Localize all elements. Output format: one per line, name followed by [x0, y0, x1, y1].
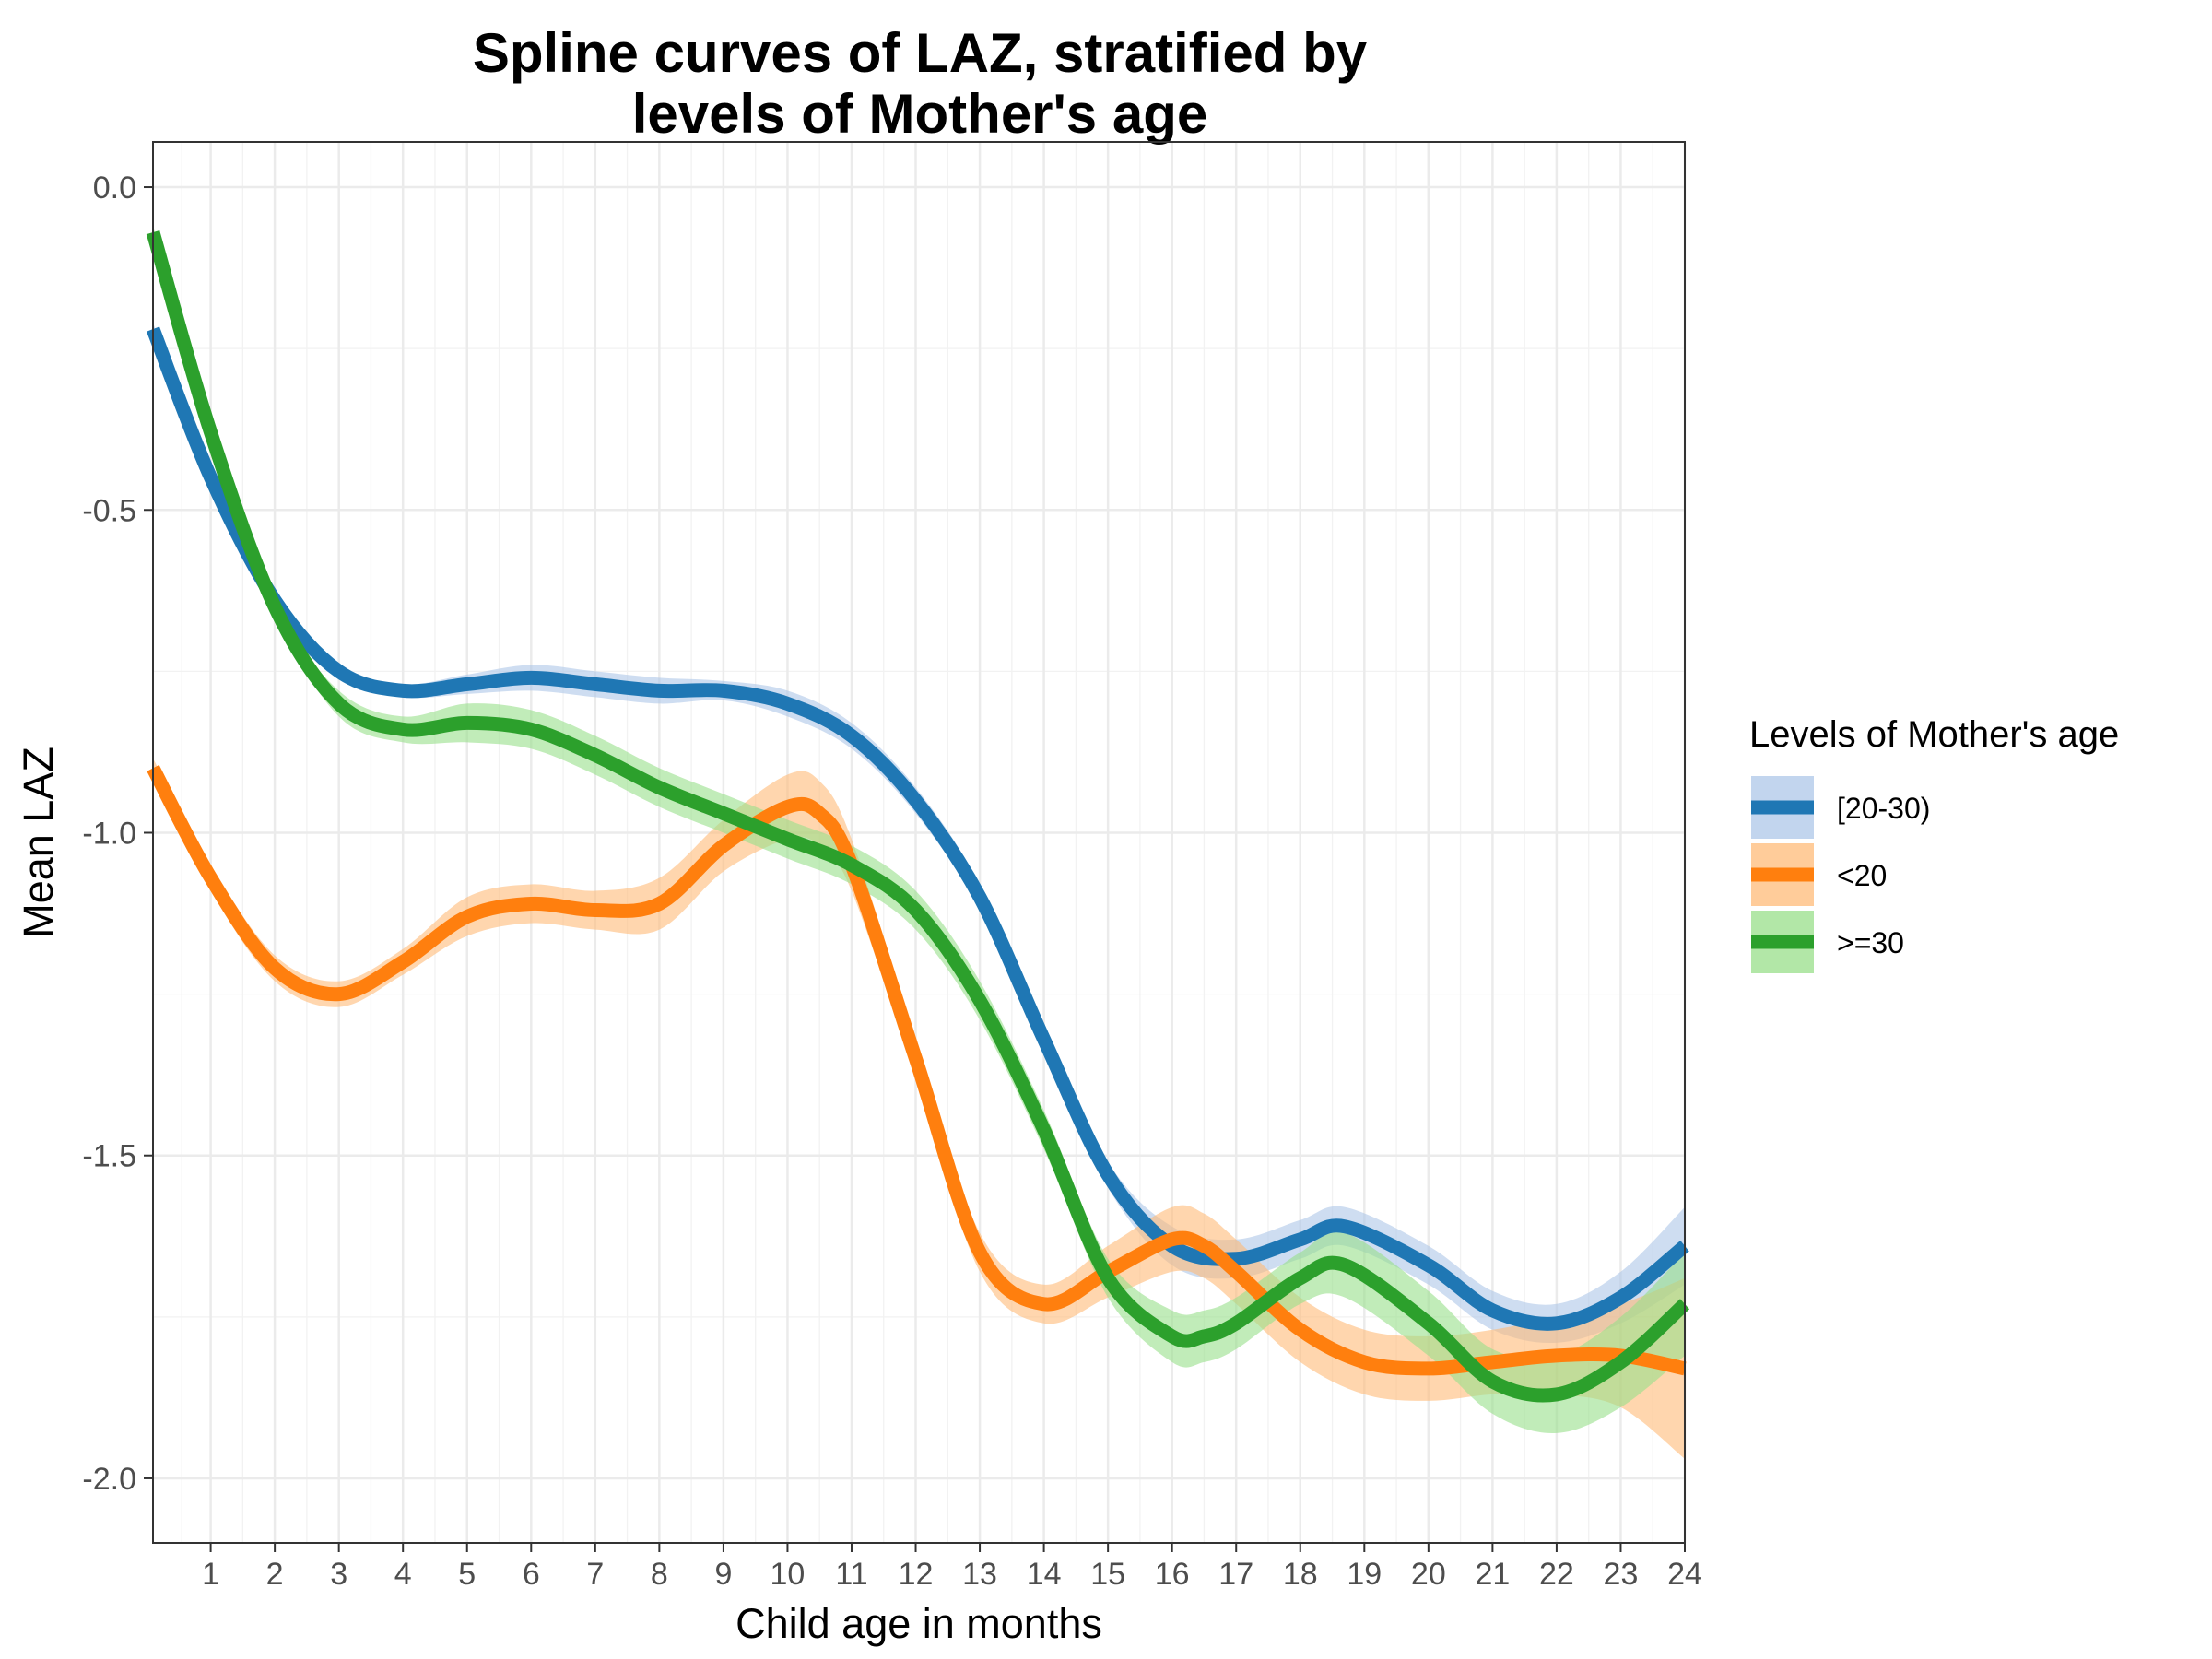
x-tick-label: 17: [1218, 1557, 1253, 1592]
x-tick-label: 14: [1027, 1557, 1062, 1592]
x-tick-label: 19: [1347, 1557, 1382, 1592]
y-tick-label: -1.0: [82, 816, 136, 851]
y-tick-label: -1.5: [82, 1139, 136, 1174]
y-tick-label: -2.0: [82, 1462, 136, 1497]
x-tick-label: 23: [1604, 1557, 1639, 1592]
x-tick-label: 7: [586, 1557, 604, 1592]
legend-label: >=30: [1837, 926, 1904, 959]
legend-key-20-30: [1751, 776, 1814, 839]
x-axis-title: Child age in months: [735, 1600, 1102, 1647]
chart-title-line-2: levels of Mother's age: [632, 83, 1207, 145]
x-tick-label: 9: [714, 1557, 732, 1592]
x-tick-label: 1: [202, 1557, 219, 1592]
legend-key-30: [1751, 911, 1814, 973]
x-tick-label: 3: [330, 1557, 347, 1592]
confidence-ribbons: [153, 226, 1685, 1459]
chart-title-line-1: Spline curves of LAZ, stratified by: [473, 22, 1368, 84]
x-tick-label: 4: [394, 1557, 412, 1592]
series-lines: [146, 230, 1690, 1403]
x-tick-label: 10: [771, 1557, 806, 1592]
x-tick-label: 20: [1411, 1557, 1446, 1592]
y-tick-label: 0.0: [93, 171, 136, 206]
legend-key-20: [1751, 843, 1814, 906]
legend-label: <20: [1837, 859, 1887, 892]
x-tick-label: 13: [962, 1557, 997, 1592]
x-tick-label: 11: [835, 1557, 867, 1592]
x-tick-label: 21: [1475, 1557, 1510, 1592]
y-axis: 0.0 -0.5 -1.0 -1.5 -2.0: [82, 171, 153, 1497]
legend-title: Levels of Mother's age: [1749, 714, 2119, 755]
x-tick-label: 18: [1283, 1557, 1318, 1592]
x-tick-label: 24: [1667, 1557, 1702, 1592]
x-tick-label: 15: [1090, 1557, 1125, 1592]
legend-label: [20-30): [1837, 792, 1930, 825]
x-tick-label: 8: [651, 1557, 668, 1592]
line-series-2: [146, 230, 1690, 1403]
x-tick-label: 22: [1539, 1557, 1574, 1592]
x-tick-label: 2: [266, 1557, 284, 1592]
legend: Levels of Mother's age [20-30) <20 >=30: [1749, 714, 2119, 973]
plot-panel-border: [152, 141, 1686, 1544]
line-series-1: [147, 764, 1687, 1376]
x-tick-label: 5: [458, 1557, 476, 1592]
y-tick-label: -0.5: [82, 493, 136, 528]
x-axis: 1 2 3 4 5 6 7 8 9 10 11 12 13 14 15 16 17 18 19 20 21 22 23 24: [202, 1543, 1702, 1592]
ribbon-series-2: [153, 226, 1685, 1434]
y-axis-title: Mean LAZ: [15, 747, 62, 938]
x-tick-label: 12: [899, 1557, 934, 1592]
x-tick-label: 6: [523, 1557, 540, 1592]
line-series-0: [147, 326, 1689, 1331]
x-tick-label: 16: [1155, 1557, 1190, 1592]
